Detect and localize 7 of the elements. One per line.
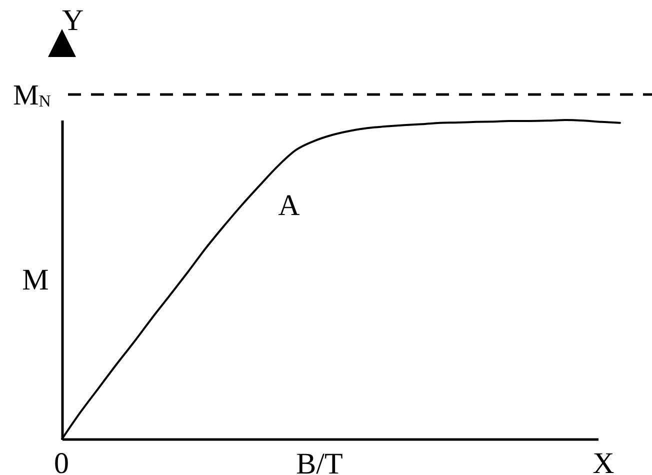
y-axis-title: M [22, 264, 49, 296]
text: 0 [54, 447, 69, 475]
text: Y [62, 4, 84, 37]
annotation: A [278, 189, 300, 222]
ref-line-label: MN [13, 79, 51, 112]
x-axis-title: B/T [296, 448, 343, 475]
text: X [592, 447, 615, 475]
